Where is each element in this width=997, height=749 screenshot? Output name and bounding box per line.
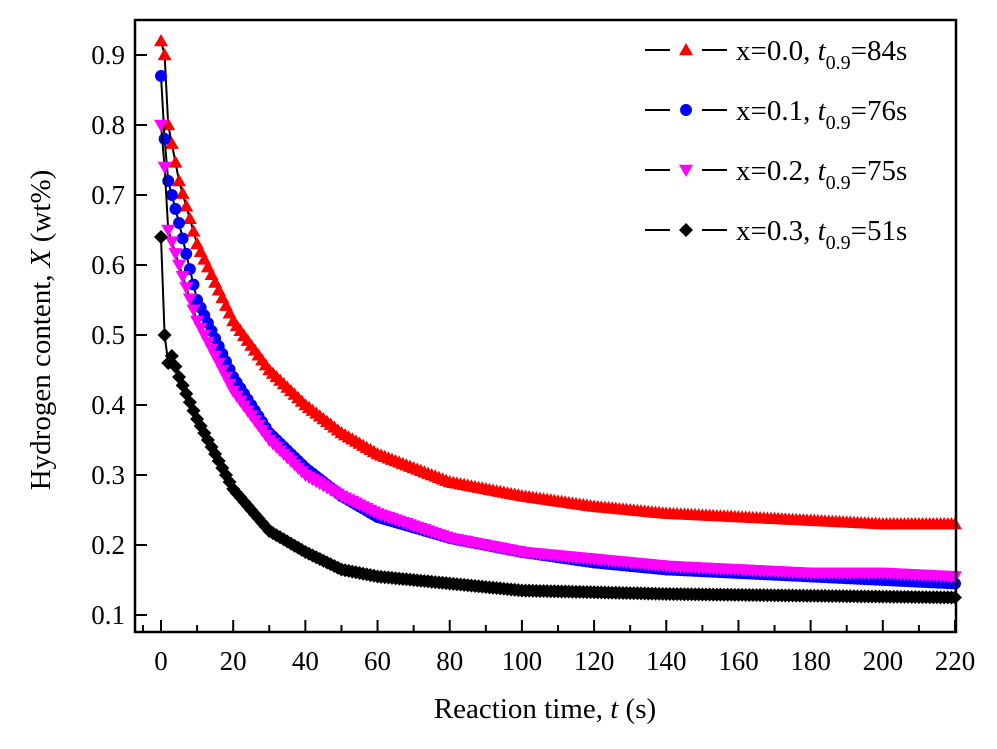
data-point xyxy=(176,232,189,245)
x-tick-label: 40 xyxy=(292,646,319,676)
data-point xyxy=(190,315,205,328)
plot-frame xyxy=(133,18,958,634)
series-0 xyxy=(154,34,962,530)
legend-marker xyxy=(680,104,692,116)
x-tick-label: 20 xyxy=(220,646,247,676)
y-tick-label: 0.8 xyxy=(91,110,125,140)
data-point xyxy=(164,236,179,249)
data-point xyxy=(204,343,219,356)
x-tick-label: 200 xyxy=(863,646,904,676)
data-point xyxy=(186,224,201,237)
data-point xyxy=(169,203,182,215)
series-line xyxy=(160,75,956,585)
legend-marker xyxy=(679,43,693,56)
y-tick-label: 0.5 xyxy=(91,320,125,350)
data-point xyxy=(182,211,197,225)
data-point xyxy=(208,350,223,363)
y-tick-label: 0.1 xyxy=(91,600,125,630)
y-tick-label: 0.2 xyxy=(91,530,125,560)
data-point xyxy=(157,328,172,342)
data-point xyxy=(211,357,226,370)
data-point xyxy=(179,282,194,295)
data-point xyxy=(154,119,168,132)
data-point xyxy=(155,70,167,82)
x-tick-label: 100 xyxy=(502,646,543,676)
series-3 xyxy=(154,230,962,605)
legend: x=0.0, t0.9=84s x=0.1, t0.9=76s x=0.2, t0.… xyxy=(645,35,907,254)
data-point xyxy=(186,304,201,317)
data-point xyxy=(200,336,215,349)
legend-entry: x=0.3, t0.9=51s xyxy=(736,215,907,254)
y-tick-label: 0.4 xyxy=(91,390,125,420)
y-tick-label: 0.3 xyxy=(91,460,125,490)
data-point xyxy=(157,48,172,61)
data-point xyxy=(162,175,175,187)
data-point xyxy=(218,371,233,384)
data-point xyxy=(161,224,176,237)
data-point xyxy=(173,217,185,229)
x-tick-label: 180 xyxy=(790,646,831,676)
data-point xyxy=(175,186,190,199)
data-point xyxy=(182,293,197,306)
data-point xyxy=(172,259,187,272)
data-point xyxy=(154,230,168,244)
plot-area xyxy=(154,34,962,605)
data-point xyxy=(179,199,194,212)
data-point xyxy=(165,189,178,201)
x-tick-label: 80 xyxy=(436,646,463,676)
data-point xyxy=(172,174,187,187)
data-point xyxy=(158,133,171,145)
data-point xyxy=(197,329,212,342)
legend-marker xyxy=(679,223,693,237)
data-point xyxy=(193,322,208,335)
data-point xyxy=(154,34,168,47)
data-point xyxy=(180,247,193,260)
x-axis-label: Reaction time, t (s) xyxy=(434,693,656,725)
legend-entry: x=0.1, t0.9=76s xyxy=(736,95,907,134)
axes-ticks: 0 20 40 60 80 100 120 140 160 180 200 220 0.1 0.2 0.3 0… xyxy=(91,40,975,676)
y-tick-label: 0.6 xyxy=(91,250,125,280)
data-point xyxy=(222,378,237,391)
data-point xyxy=(168,248,183,261)
data-point xyxy=(164,136,179,149)
data-point xyxy=(215,364,230,377)
legend-entry: x=0.2, t0.9=75s xyxy=(736,155,907,194)
y-tick-label: 0.9 xyxy=(91,40,125,70)
x-tick-label: 120 xyxy=(574,646,615,676)
series-2 xyxy=(154,119,962,584)
x-tick-label: 220 xyxy=(935,646,976,676)
legend-entry: x=0.0, t0.9=84s xyxy=(736,35,907,74)
data-point xyxy=(157,161,172,174)
x-tick-label: 60 xyxy=(364,646,391,676)
data-point xyxy=(175,270,190,284)
x-tick-label: 160 xyxy=(718,646,759,676)
y-axis-label: Hydrogen content, X (wt%) xyxy=(25,170,57,491)
x-tick-label: 140 xyxy=(646,646,687,676)
data-point xyxy=(168,155,183,168)
data-point xyxy=(164,349,179,363)
data-point xyxy=(187,278,200,291)
series-1 xyxy=(155,70,961,590)
y-tick-label: 0.7 xyxy=(91,180,125,210)
data-point xyxy=(168,359,183,374)
legend-marker xyxy=(679,164,693,177)
x-tick-label: 0 xyxy=(154,646,168,676)
